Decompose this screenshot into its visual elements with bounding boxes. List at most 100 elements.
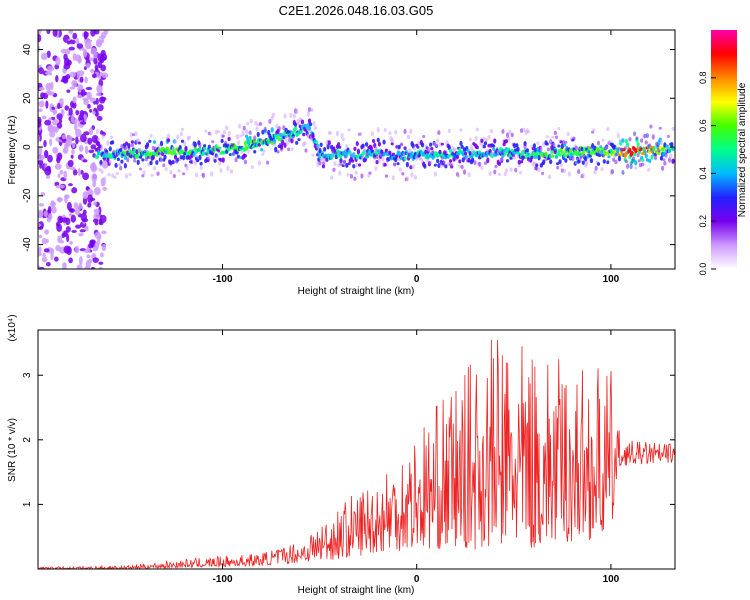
spectral-blob xyxy=(353,176,357,181)
spectrogram-ytick-label: 0 xyxy=(22,144,33,150)
spectral-blob xyxy=(580,146,584,152)
spectral-blob xyxy=(509,156,513,160)
noise-blob xyxy=(57,102,61,110)
spectral-blob xyxy=(261,152,265,156)
spectral-blob xyxy=(409,128,413,134)
spectral-blob xyxy=(94,166,98,171)
spectral-blob xyxy=(141,158,145,162)
spectral-blob xyxy=(616,132,620,139)
spectral-blob xyxy=(458,159,462,164)
spectral-blob xyxy=(594,165,598,171)
spectral-blob xyxy=(119,165,123,171)
spectral-blob xyxy=(123,162,127,169)
spectral-blob xyxy=(485,138,489,142)
noise-blob xyxy=(79,76,84,83)
spectral-blob xyxy=(339,161,343,166)
spectral-blob xyxy=(437,163,441,169)
spectral-blob xyxy=(164,166,168,171)
spectral-blob xyxy=(220,138,224,144)
spectral-blob xyxy=(246,121,250,126)
snr-frame xyxy=(37,329,676,570)
spectral-blob xyxy=(295,140,299,145)
noise-blob xyxy=(63,245,71,254)
spectral-blob xyxy=(180,139,185,143)
noise-blob xyxy=(82,48,88,58)
spectral-blob xyxy=(399,141,404,147)
spectral-blob xyxy=(293,122,298,127)
spectral-blob xyxy=(644,153,648,159)
noise-blob xyxy=(74,122,78,132)
spectral-blob xyxy=(503,171,507,177)
spectral-blob xyxy=(658,126,662,130)
spectral-blob xyxy=(480,166,484,170)
noise-blob xyxy=(42,92,49,100)
spectral-blob xyxy=(411,143,415,149)
noise-blob xyxy=(56,197,63,202)
spectral-blob xyxy=(413,175,418,180)
spectral-blob xyxy=(546,147,550,152)
noise-blob xyxy=(102,187,108,191)
spectral-blob xyxy=(225,149,229,154)
spectral-blob xyxy=(249,118,253,124)
noise-blob xyxy=(100,64,107,72)
noise-blob xyxy=(70,214,77,223)
spectral-blob xyxy=(505,159,510,163)
spectral-blob xyxy=(260,148,264,152)
spectral-blob xyxy=(556,162,560,166)
spectral-blob xyxy=(133,158,137,163)
spectral-blob xyxy=(307,125,312,132)
spectral-blob xyxy=(155,153,159,157)
noise-blob xyxy=(85,86,93,91)
noise-blob xyxy=(57,173,61,178)
spectral-blob xyxy=(392,162,397,168)
spectral-blob xyxy=(589,158,594,164)
spectral-blob xyxy=(271,112,275,117)
spectral-blob xyxy=(397,144,401,150)
noise-blob xyxy=(75,136,79,145)
spectral-blob xyxy=(210,171,214,177)
spectral-blob xyxy=(512,143,517,149)
noise-blob xyxy=(83,249,91,254)
noise-blob xyxy=(44,119,52,126)
spectral-blob xyxy=(671,147,675,151)
spectrogram-panel: -100 0 100 -40 -20 0 20 40 Height of straight l… xyxy=(7,29,676,297)
spectral-blob xyxy=(493,138,497,144)
noise-blob xyxy=(62,262,67,269)
spectral-blob xyxy=(371,139,376,143)
spectral-blob xyxy=(424,144,428,148)
spectral-blob xyxy=(530,155,534,159)
spectral-blob xyxy=(500,156,504,162)
spectral-blob xyxy=(203,144,207,148)
figure-title: C2E1.2026.048.16.03.G05 xyxy=(279,3,434,18)
spectral-blob xyxy=(383,162,387,167)
noise-blob xyxy=(58,118,63,124)
spectral-blob xyxy=(169,169,173,175)
snr-ytick-label: 2 xyxy=(22,437,33,443)
noise-blob xyxy=(43,139,47,148)
noise-blob xyxy=(66,89,71,93)
spectral-blob xyxy=(130,142,134,148)
spectral-blob xyxy=(208,132,213,137)
noise-blob xyxy=(95,92,102,97)
spectral-blob xyxy=(136,138,140,142)
spectral-blob xyxy=(427,146,432,153)
spectral-blob xyxy=(193,141,197,148)
noise-blob xyxy=(75,109,80,116)
noise-blob xyxy=(87,137,93,145)
spectral-blob xyxy=(671,126,675,131)
noise-blob xyxy=(86,254,91,259)
noise-blob xyxy=(99,130,104,135)
spectral-blob xyxy=(180,127,185,131)
noise-blob xyxy=(72,101,77,109)
noise-blob xyxy=(38,246,42,253)
spectral-blob xyxy=(224,140,228,147)
spectral-blob xyxy=(560,168,564,173)
noise-blob xyxy=(56,122,63,129)
snr-x-axis-label: Height of straight line (km) xyxy=(298,585,415,596)
spectral-blob xyxy=(607,155,611,159)
noise-blob xyxy=(45,100,49,109)
spectral-blob xyxy=(221,134,225,138)
spectral-blob xyxy=(450,162,454,167)
spectral-blob xyxy=(593,169,597,175)
spectral-blob xyxy=(215,154,220,160)
